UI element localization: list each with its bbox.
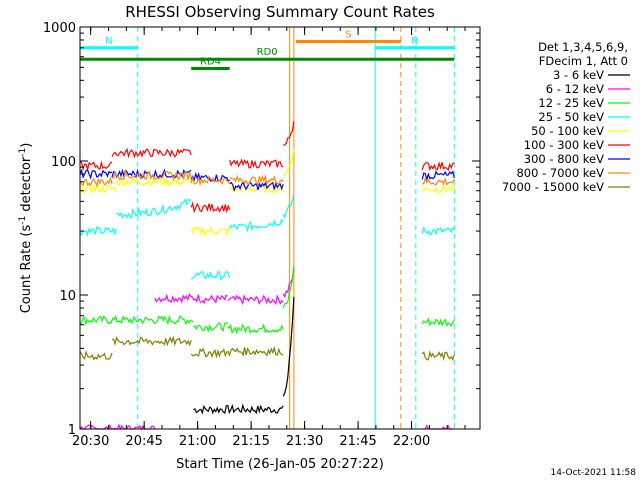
series-7-segment-1 xyxy=(111,169,192,182)
series-1-segment-2 xyxy=(199,294,228,305)
series-1-segment-3 xyxy=(227,294,284,306)
y-axis-label-part-1: Count Rate (s xyxy=(19,225,34,314)
series-5-segment-0 xyxy=(79,160,113,172)
series-1-segment-1 xyxy=(154,293,201,304)
x-tick-label-3: 21:15 xyxy=(232,434,269,449)
flag-label-n-1: N xyxy=(411,36,418,47)
series-6-segment-0 xyxy=(79,168,113,180)
y-axis-label: Count Rate (s-1 detector-1) xyxy=(18,143,34,314)
series-layer xyxy=(79,121,455,431)
series-4-segment-3 xyxy=(229,183,284,195)
axes: 1 10 100 1000 20:30 20:45 21:00 21:15 21:30 21:45… xyxy=(43,21,481,449)
legend-label-2: 12 - 25 keV xyxy=(538,96,604,110)
series-2-segment-3 xyxy=(227,323,284,335)
y-tick-label-3: 1000 xyxy=(43,21,76,36)
x-tick-label-2: 21:00 xyxy=(179,434,216,449)
series-3-segment-0 xyxy=(79,226,117,238)
series-0-segment-0 xyxy=(193,403,284,415)
series-8-segment-2 xyxy=(190,347,231,359)
series-0-segment-1 xyxy=(282,296,295,397)
legend: Det 1,3,4,5,6,9,FDecim 1, Att 03 - 6 keV… xyxy=(502,40,630,194)
x-tick-label-6: 22:00 xyxy=(393,434,430,449)
series-7-segment-2 xyxy=(190,175,231,187)
series-0 xyxy=(193,296,295,415)
legend-label-3: 25 - 50 keV xyxy=(538,110,604,124)
series-4-segment-5 xyxy=(421,182,455,194)
legend-label-8: 7000 - 15000 keV xyxy=(502,180,604,194)
series-2-segment-5 xyxy=(421,317,455,328)
series-5-segment-2 xyxy=(190,201,231,214)
legend-label-1: 6 - 12 keV xyxy=(546,82,604,96)
series-8-segment-1 xyxy=(111,335,192,347)
y-axis-label-sup-2: -1 xyxy=(18,148,28,157)
series-5-segment-1 xyxy=(111,147,192,159)
series-5-segment-5 xyxy=(421,161,455,172)
series-2-segment-4 xyxy=(282,265,295,309)
footer-timestamp: 14-Oct-2021 11:58 xyxy=(551,468,637,478)
legend-label-6: 300 - 800 keV xyxy=(524,152,604,166)
series-4 xyxy=(79,148,455,237)
series-3-segment-2 xyxy=(190,270,231,282)
series-4-segment-2 xyxy=(190,226,231,237)
series-2-segment-1 xyxy=(132,314,194,326)
series-3-segment-3 xyxy=(229,218,284,233)
series-6-segment-4 xyxy=(421,170,455,182)
plot-frame xyxy=(79,26,481,430)
state-flags: N N S RD0 RD4 xyxy=(80,29,455,71)
series-3-segment-1 xyxy=(116,198,192,220)
series-5-segment-3 xyxy=(229,158,284,169)
legend-header-1: FDecim 1, Att 0 xyxy=(539,54,628,68)
legend-label-5: 100 - 300 keV xyxy=(524,138,604,152)
series-8-segment-3 xyxy=(229,345,284,358)
series-5 xyxy=(79,121,455,214)
series-8-segment-0 xyxy=(79,350,113,361)
x-axis-label: Start Time (26-Jan-05 20:27:22) xyxy=(176,457,384,472)
series-4-segment-4 xyxy=(283,148,295,176)
x-tick-label-4: 21:30 xyxy=(286,434,323,449)
series-7 xyxy=(79,169,455,188)
x-tick-label-5: 21:45 xyxy=(339,434,376,449)
series-6-segment-2 xyxy=(190,171,230,183)
series-8-segment-4 xyxy=(421,350,455,362)
series-7-segment-4 xyxy=(422,176,455,186)
flag-label-rd0-3: RD0 xyxy=(257,47,278,58)
series-2-segment-0 xyxy=(79,314,135,327)
flag-label-n-0: N xyxy=(105,36,112,47)
flag-label-rd4-4: RD4 xyxy=(200,57,221,68)
series-8 xyxy=(79,335,455,362)
y-axis-label-part-3: ) xyxy=(19,143,34,148)
x-tick-label-1: 20:45 xyxy=(125,434,162,449)
chart-title: RHESSI Observing Summary Count Rates xyxy=(125,3,435,21)
series-5-segment-4 xyxy=(283,121,295,146)
series-7-segment-0 xyxy=(79,176,113,188)
series-2-segment-2 xyxy=(193,321,228,333)
legend-label-4: 50 - 100 keV xyxy=(531,124,604,138)
series-3-segment-4 xyxy=(282,194,295,219)
x-tick-label-0: 20:30 xyxy=(72,434,109,449)
flag-label-s-2: S xyxy=(345,29,351,40)
vertical-markers xyxy=(79,27,455,429)
y-axis-label-part-2: detector xyxy=(19,156,34,216)
series-2 xyxy=(79,265,455,335)
legend-label-7: 800 - 7000 keV xyxy=(516,166,604,180)
y-tick-label-2: 100 xyxy=(51,155,76,170)
series-7-segment-3 xyxy=(229,174,284,187)
legend-header-0: Det 1,3,4,5,6,9, xyxy=(538,40,628,54)
y-tick-label-1: 10 xyxy=(59,289,76,304)
y-tick-label-0: 1 xyxy=(68,423,76,438)
y-axis-label-sup-1: -1 xyxy=(18,216,28,225)
legend-label-0: 3 - 6 keV xyxy=(553,68,604,82)
series-4-segment-0 xyxy=(79,183,117,194)
series-3 xyxy=(79,194,455,282)
series-3-segment-5 xyxy=(421,226,455,236)
